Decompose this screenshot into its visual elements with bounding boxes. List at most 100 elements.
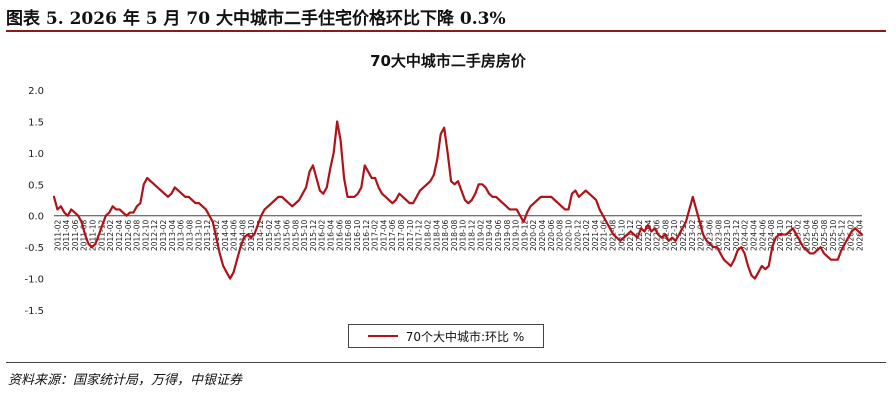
data-point [823,252,825,255]
data-point [143,183,145,185]
data-point [571,193,573,195]
data-point [453,183,456,185]
data-point [191,199,193,201]
x-tick-label: 2013-12 [203,219,212,251]
x-tick-label: 2022-12 [679,219,688,251]
data-point [357,193,359,195]
data-point [319,189,321,192]
data-point [681,227,684,229]
data-point [112,205,114,207]
y-axis: 2.0 1.5 1.0 0.5 0.0 -0.5 -1.0 -1.5 [24,86,44,317]
data-point [267,205,269,207]
data-point [340,139,342,141]
data-point [343,177,345,179]
data-point [719,252,722,255]
x-tick-label: 2013-04 [168,220,177,252]
data-point [277,196,280,198]
data-point [440,133,442,135]
data-point [854,227,856,229]
data-point [485,186,487,189]
x-tick-label: 2018-12 [467,219,476,251]
x-tick-label: 2015-02 [265,219,274,251]
data-point [212,221,214,223]
data-point [194,202,197,204]
data-point [264,208,266,211]
data-point [67,215,69,217]
data-point [219,252,221,255]
x-tick-label: 2018-06 [441,219,450,251]
x-tick-label: 2016-10 [353,219,362,251]
data-point [229,277,231,280]
data-point [270,202,273,204]
title-rule [6,30,886,32]
data-point [422,186,425,189]
x-tick-label: 2020-02 [529,219,538,251]
data-point [139,202,141,204]
data-point [674,240,677,242]
data-point [167,196,169,198]
data-point [474,193,476,195]
data-point [329,167,331,170]
x-tick-label: 2017-12 [415,219,424,251]
data-point [733,259,735,261]
data-point [125,215,128,217]
data-point [861,233,863,236]
x-tick-label: 2011-02 [53,219,62,251]
data-point [581,193,583,195]
data-point [833,259,835,261]
data-point [308,171,311,173]
data-point [737,249,739,251]
x-tick-label: 2012-06 [124,219,133,251]
data-point [291,205,293,207]
data-point [678,233,680,236]
data-point [560,205,563,207]
data-point [626,233,628,236]
figure-title: 图表 5. 2026 年 5 月 70 大中城市二手住宅价格环比下降 0.3% [6,9,506,29]
data-point [523,221,525,223]
x-tick-label: 2019-02 [476,219,485,251]
data-point [647,224,649,226]
x-tick-label: 2022-10 [670,219,679,251]
data-point [837,259,839,261]
data-point [636,237,639,239]
data-point [619,240,621,242]
x-tick-label: 2025-02 [794,219,803,251]
data-point [232,271,235,273]
x-tick-label: 2011-10 [89,220,98,252]
data-point [443,127,445,129]
x-tick-label: 2022-06 [653,219,662,251]
data-point [405,199,407,201]
data-point [509,208,511,211]
x-tick-label: 2017-02 [371,220,380,252]
x-tick-label: 2018-10 [459,219,468,251]
x-tick-label: 2012-10 [141,219,150,251]
x-tick-label: 2025-06 [811,219,820,251]
data-point [101,224,103,226]
data-point [415,196,418,198]
chart-title: 70大中城市二手房房价 [370,52,526,70]
x-tick-label: 2017-06 [388,219,397,251]
y-tick-label: 0.0 [28,212,44,223]
x-tick-label: 2020-06 [547,219,556,251]
x-tick-label: 2025-12 [838,220,847,252]
legend: 70个大中城市:环比 % [348,324,544,348]
x-tick-label: 2014-10 [247,219,256,251]
data-point [74,211,76,214]
data-point [754,277,756,280]
data-point [847,237,849,239]
x-tick-label: 2019-08 [503,220,512,252]
data-point [326,186,328,189]
data-point [322,193,324,195]
data-point [757,271,760,273]
data-point [830,259,832,261]
data-point [595,199,597,201]
data-point [540,196,542,198]
data-point [257,224,259,226]
data-point [578,196,580,198]
x-tick-label: 2025-04 [802,219,811,251]
data-point [826,255,829,258]
data-point [512,208,514,211]
data-point [298,199,300,201]
data-point [105,215,107,217]
data-point [450,180,452,182]
